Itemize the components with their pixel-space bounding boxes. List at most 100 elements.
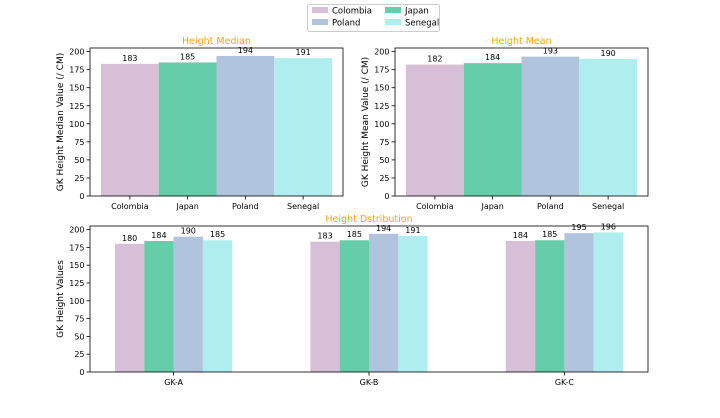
bar-value-label: 184 [485,53,500,62]
bar-gk-c-colombia [505,240,536,372]
y-tick-label: 100 [69,120,84,129]
bar-value-label: 183 [317,232,332,241]
bar-senegal [579,58,637,196]
bar-value-label: 185 [180,52,195,61]
bar-poland [521,56,580,196]
y-tick-label: 25 [379,174,389,183]
bar-gk-a-poland [173,236,203,372]
bar-gk-b-colombia [310,241,340,372]
x-tick-label: Japan [175,202,198,211]
axes-frame [89,225,649,373]
y-tick-label: 100 [374,120,389,129]
axes-frame [89,47,344,197]
y-tick-label: 50 [74,156,84,165]
y-axis-label: GK Height Median Value (/ CM) [56,53,66,192]
bar-value-label: 184 [151,231,166,240]
legend-label-senegal: Senegal [405,19,439,29]
y-tick-label: 150 [374,84,389,93]
y-tick-label: 125 [69,102,84,111]
bar-value-label: 190 [181,227,196,236]
legend: Colombia Japan Poland Senegal [307,4,440,32]
bar-senegal [274,58,332,197]
y-tick-label: 75 [74,138,84,147]
chart-title: Height Dstribution [325,214,412,225]
bar-gk-a-senegal [202,240,233,372]
bar-value-label: 185 [347,230,362,239]
x-tick-label: Poland [232,202,259,211]
bar-value-label: 180 [122,234,137,243]
bar-gk-c-poland [564,233,594,372]
axes-frame [394,47,649,197]
y-tick-label: 175 [374,66,389,75]
y-tick-label: 175 [69,66,84,75]
x-tick-label: Senegal [287,202,319,211]
bar-gk-b-senegal [398,235,428,372]
bar-value-label: 185 [542,230,557,239]
y-tick-label: 50 [74,332,84,341]
legend-swatch-colombia [312,7,328,13]
legend-swatch-senegal [385,19,401,25]
bar-value-label: 182 [427,55,442,64]
bar-value-label: 193 [543,47,558,56]
bar-gk-a-japan [144,240,174,372]
chart-title: Height Mean [491,36,551,47]
bar-gk-a-colombia [115,243,145,372]
bar-value-label: 191 [295,48,310,57]
bar-value-label: 183 [122,54,137,63]
x-tick-label: Japan [480,202,503,211]
bar-value-label: 190 [600,49,615,58]
bar-value-label: 191 [405,226,420,235]
bar-value-label: 194 [238,46,253,55]
bar-gk-b-poland [369,233,399,372]
height-distribution-chart: Height Dstribution 0 25 50 75 100 125 150 175 200… [56,214,649,387]
y-tick-label: 75 [379,138,389,147]
bar-value-label: 195 [571,223,586,232]
x-tick-label: Colombia [111,202,149,211]
bar-gk-c-japan [535,240,565,372]
bar-gk-c-senegal [593,232,623,372]
y-tick-label: 175 [69,243,84,252]
bar-value-label: 196 [601,222,616,231]
y-tick-label: 75 [74,315,84,324]
bar-value-label: 185 [210,230,225,239]
y-tick-label: 25 [74,174,84,183]
x-tick-label: Poland [537,202,564,211]
bar-japan [463,63,522,196]
legend-label-colombia: Colombia [332,7,372,17]
y-axis-label: GK Height Values [56,260,66,338]
y-tick-label: 100 [69,297,84,306]
y-tick-label: 0 [79,368,84,377]
x-tick-label: GK-A [164,378,183,387]
y-tick-label: 125 [69,279,84,288]
legend-frame [307,4,440,32]
y-tick-label: 50 [379,156,389,165]
bar-colombia [101,63,159,196]
bar-colombia [406,64,464,196]
chart-title: Height Median [182,36,251,47]
bar-value-label: 184 [513,231,528,240]
x-tick-label: Colombia [416,202,454,211]
y-tick-label: 150 [69,84,84,93]
y-tick-label: 0 [79,192,84,201]
bar-value-label: 194 [376,224,391,233]
y-tick-label: 150 [69,261,84,270]
bar-poland [216,55,275,196]
y-tick-label: 200 [69,48,84,57]
x-tick-label: GK-C [555,378,574,387]
y-tick-label: 0 [384,192,389,201]
legend-swatch-poland [312,19,328,25]
bar-gk-b-japan [339,240,369,372]
y-tick-label: 125 [374,102,389,111]
legend-swatch-japan [385,7,401,13]
y-tick-label: 25 [74,350,84,359]
x-tick-label: Senegal [592,202,624,211]
x-tick-label: GK-B [360,378,379,387]
y-axis-label: GK Height Mean Value (/ CM) [361,57,371,187]
legend-label-poland: Poland [332,19,360,29]
y-tick-label: 200 [374,48,389,57]
bar-japan [158,62,217,196]
y-tick-label: 200 [69,226,84,235]
